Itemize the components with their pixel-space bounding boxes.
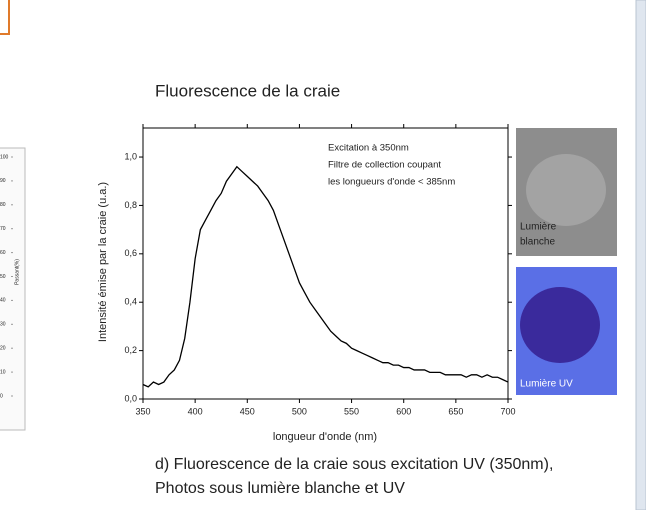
photo-chalk [526, 154, 606, 226]
y2-tick-label: 60 [0, 250, 6, 256]
y2-tick-label: 90 [0, 178, 6, 184]
y-tick-label: 1,0 [124, 151, 137, 161]
y2-tick-label: 80 [0, 202, 6, 208]
spectrum-line [142, 165, 509, 388]
x-tick-label: 400 [188, 406, 203, 416]
y-tick-label: 0,6 [124, 248, 137, 258]
y2-tick-label: 100 [0, 154, 9, 160]
photo-label: Lumière UV [520, 379, 573, 390]
y-tick-label: 0,8 [124, 200, 137, 210]
annotation: Excitation à 350nm [328, 143, 409, 154]
y2-tick-label: 10 [0, 369, 6, 375]
y2-tick-label: 50 [0, 274, 6, 280]
plot-frame [142, 127, 509, 400]
side-panel [635, 0, 646, 510]
annotation: Filtre de collection coupant [328, 160, 441, 171]
caption: d) Fluorescence de la craie sous excitat… [155, 456, 553, 473]
y-axis-label: Intensité émise par la craie (u.a.) [97, 182, 109, 342]
y2-tick-label: 20 [0, 346, 6, 352]
photo-label: Lumière [520, 222, 557, 233]
x-tick-label: 700 [500, 406, 515, 416]
x-tick-label: 450 [240, 406, 255, 416]
y-tick-label: 0,0 [124, 393, 137, 403]
caption: Photos sous lumière blanche et UV [155, 480, 405, 497]
y2-tick-label: 40 [0, 298, 6, 304]
partial-axis-label: Passant(%) [14, 259, 20, 285]
x-tick-label: 500 [292, 406, 307, 416]
partial-chart-frame [0, 147, 26, 431]
x-axis-label: longueur d'onde (nm) [273, 431, 377, 443]
annotation: les longueurs d'onde < 385nm [328, 177, 455, 188]
chart-title: Fluorescence de la craie [155, 81, 340, 100]
photo-label: blanche [520, 237, 555, 248]
y2-tick-label: 70 [0, 226, 6, 232]
y-tick-label: 0,2 [124, 345, 137, 355]
corner-shape [0, 0, 10, 35]
x-tick-label: 550 [344, 406, 359, 416]
y2-tick-label: 0 [0, 393, 3, 399]
y2-tick-label: 30 [0, 322, 6, 328]
x-tick-label: 650 [448, 406, 463, 416]
x-tick-label: 350 [135, 406, 150, 416]
y-tick-label: 0,4 [124, 297, 137, 307]
x-tick-label: 600 [396, 406, 411, 416]
photo-chalk-uv [520, 287, 600, 363]
